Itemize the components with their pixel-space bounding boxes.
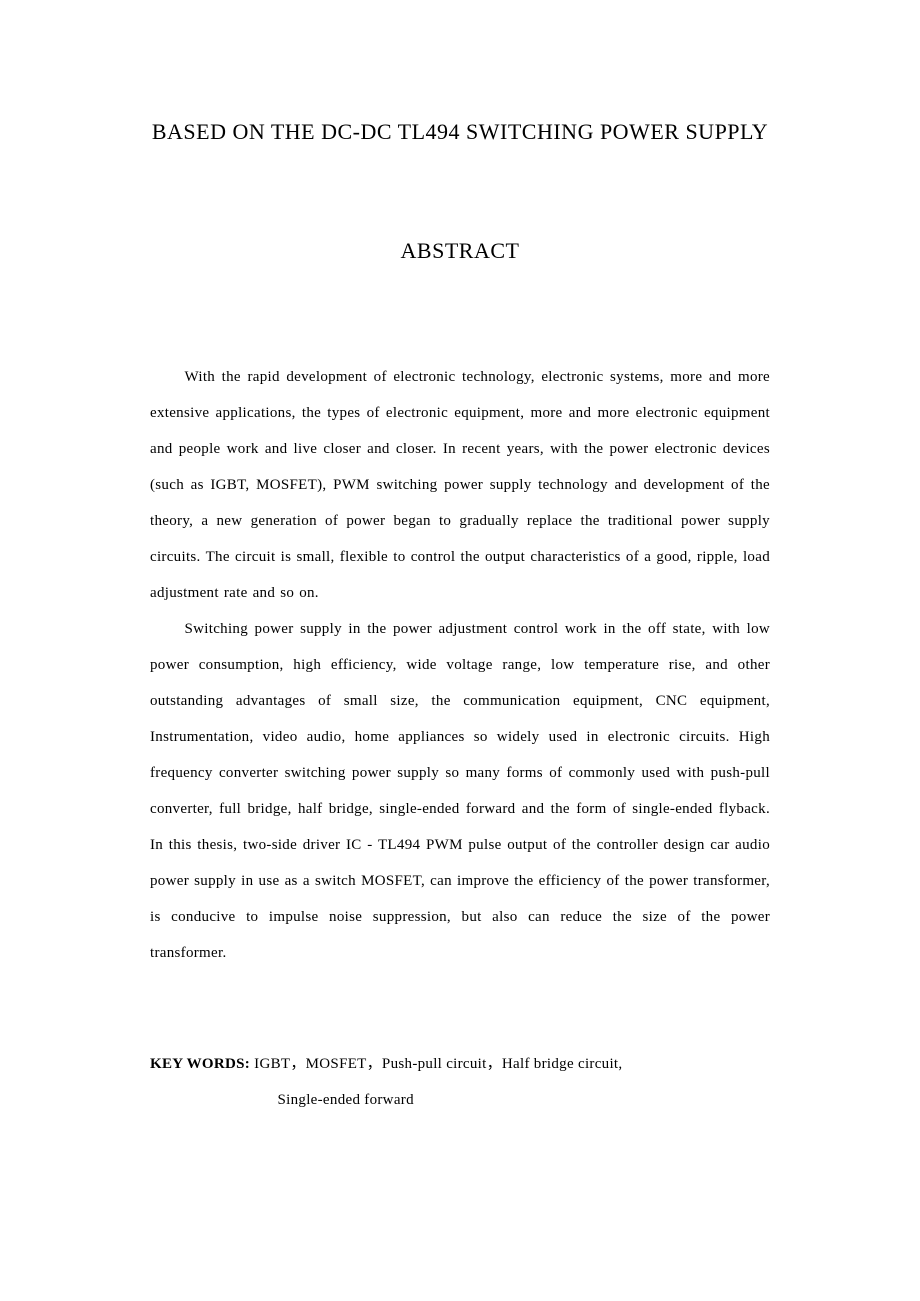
document-title: BASED ON THE DC-DC TL494 SWITCHING POWER… — [150, 115, 770, 148]
keywords-line-1: KEY WORDS: IGBT，MOSFET，Push-pull circuit… — [150, 1046, 770, 1082]
keywords-line-2: Single-ended forward — [150, 1082, 770, 1118]
abstract-heading: ABSTRACT — [150, 238, 770, 264]
abstract-paragraph-1: With the rapid development of electronic… — [150, 359, 770, 611]
keywords-content-1: IGBT，MOSFET，Push-pull circuit，Half bridg… — [250, 1056, 622, 1072]
abstract-paragraph-2: Switching power supply in the power adju… — [150, 611, 770, 971]
keywords-label: KEY WORDS: — [150, 1056, 250, 1072]
keywords-section: KEY WORDS: IGBT，MOSFET，Push-pull circuit… — [150, 1046, 770, 1118]
